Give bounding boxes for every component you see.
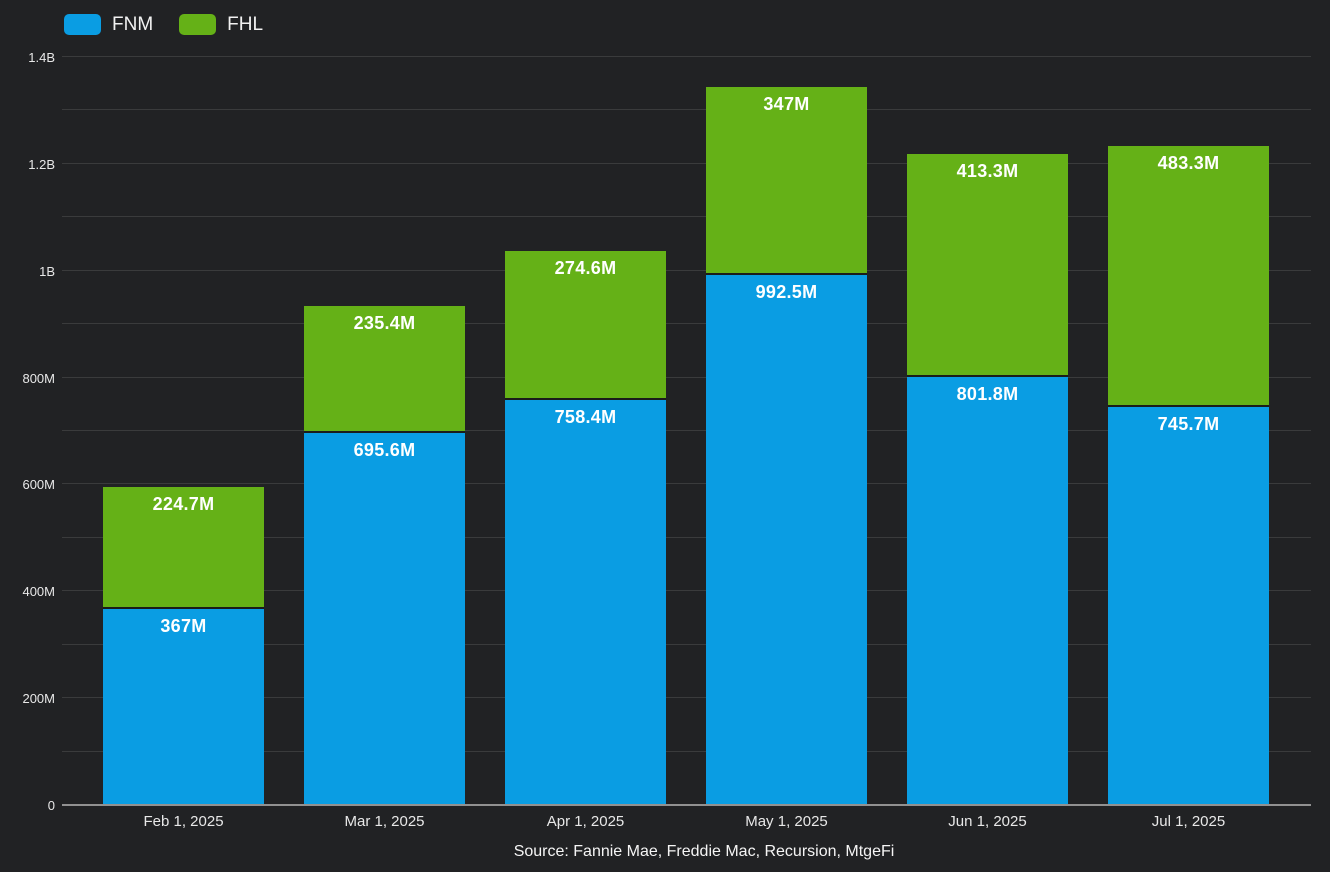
y-tick-label: 200M: [22, 691, 55, 707]
bar-value-label: 413.3M: [956, 160, 1019, 181]
bar-segment-fnm[interactable]: 992.5M: [706, 274, 867, 805]
bar-segment-fhl[interactable]: 347M: [706, 87, 867, 275]
source-attribution: Source: Fannie Mae, Freddie Mac, Recursi…: [513, 843, 895, 860]
y-tick-label: 800M: [22, 370, 55, 386]
gridline: [62, 483, 1311, 485]
bar-value-label: 274.6M: [554, 258, 617, 279]
gridline: [62, 697, 1311, 699]
legend-label: FHL: [227, 14, 264, 35]
bar-column-4: 992.5M 347M: [706, 57, 867, 805]
bar-segment-fnm[interactable]: 367M: [103, 608, 264, 805]
x-tick-label: Feb 1, 2025: [143, 813, 224, 830]
bar-segment-fhl[interactable]: 224.7M: [103, 486, 264, 609]
bar-value-label: 745.7M: [1157, 413, 1220, 434]
bar-value-label: 758.4M: [554, 406, 617, 427]
bar-value-label: 367M: [160, 615, 207, 636]
x-tick-label: Mar 1, 2025: [344, 813, 425, 830]
bar-segment-fnm[interactable]: 758.4M: [505, 399, 666, 805]
legend: FNM FHL: [64, 14, 263, 35]
bar-value-label: 801.8M: [956, 383, 1019, 404]
y-tick-label: 1B: [39, 263, 55, 279]
bar-value-label: 483.3M: [1157, 153, 1220, 174]
bar-segment-fhl[interactable]: 235.4M: [304, 305, 465, 434]
y-tick-label: 400M: [22, 584, 55, 600]
gridline: [62, 216, 1311, 218]
x-tick-label: May 1, 2025: [745, 813, 828, 830]
x-tick-label: Jul 1, 2025: [1151, 813, 1226, 830]
bar-segment-fhl[interactable]: 274.6M: [505, 251, 666, 400]
bar-column-1: 367M 224.7M: [103, 57, 264, 805]
legend-swatch-fnm: [64, 14, 101, 35]
gridline: [62, 162, 1311, 164]
bar-column-6: 745.7M 483.3M: [1108, 57, 1269, 805]
gridline: [62, 56, 1311, 57]
bar-value-label: 695.6M: [353, 440, 416, 461]
legend-item-fnm[interactable]: FNM: [64, 14, 153, 35]
gridline: [62, 109, 1311, 111]
bar-column-2: 695.6M 235.4M: [304, 57, 465, 805]
bar-column-5: 801.8M 413.3M: [907, 57, 1068, 805]
y-tick-label: 1.4B: [28, 50, 55, 65]
bar-value-label: 992.5M: [755, 281, 818, 302]
bar-segment-fhl[interactable]: 483.3M: [1108, 146, 1269, 407]
y-tick-label: 1.2B: [28, 156, 55, 172]
bar-segment-fhl[interactable]: 413.3M: [907, 153, 1068, 377]
x-axis: Feb 1, 2025 Mar 1, 2025 Apr 1, 2025 May 1, …: [62, 813, 1311, 833]
bar-column-3: 758.4M 274.6M: [505, 57, 666, 805]
gridline: [62, 323, 1311, 325]
gridline: [62, 750, 1311, 752]
legend-label: FNM: [112, 14, 154, 35]
gridline: [62, 269, 1311, 271]
gridline: [62, 643, 1311, 645]
bar-value-label: 347M: [763, 94, 810, 115]
y-tick-label: 0: [47, 798, 55, 813]
x-tick-label: Apr 1, 2025: [546, 813, 625, 830]
x-tick-label: Jun 1, 2025: [948, 813, 1027, 830]
bar-segment-fnm[interactable]: 745.7M: [1108, 406, 1269, 805]
bar-value-label: 224.7M: [152, 493, 215, 514]
legend-swatch-fhl: [179, 14, 217, 35]
y-tick-label: 600M: [22, 477, 55, 493]
y-axis: 0 200M 400M 600M 800M 1B 1.2B 1.4B: [0, 0, 55, 872]
bar-segment-fnm[interactable]: 801.8M: [907, 376, 1068, 805]
bar-segment-fnm[interactable]: 695.6M: [304, 433, 465, 805]
bar-value-label: 235.4M: [353, 312, 416, 333]
gridline: [62, 536, 1311, 538]
plot-area: 367M 224.7M 695.6M 235.4M 758.4M 274.6M 992.5M…: [62, 56, 1311, 805]
gridline: [62, 376, 1311, 378]
gridline: [62, 430, 1311, 431]
legend-item-fhl[interactable]: FHL: [179, 14, 263, 35]
x-axis-line: [62, 804, 1311, 806]
gridline: [62, 590, 1311, 592]
